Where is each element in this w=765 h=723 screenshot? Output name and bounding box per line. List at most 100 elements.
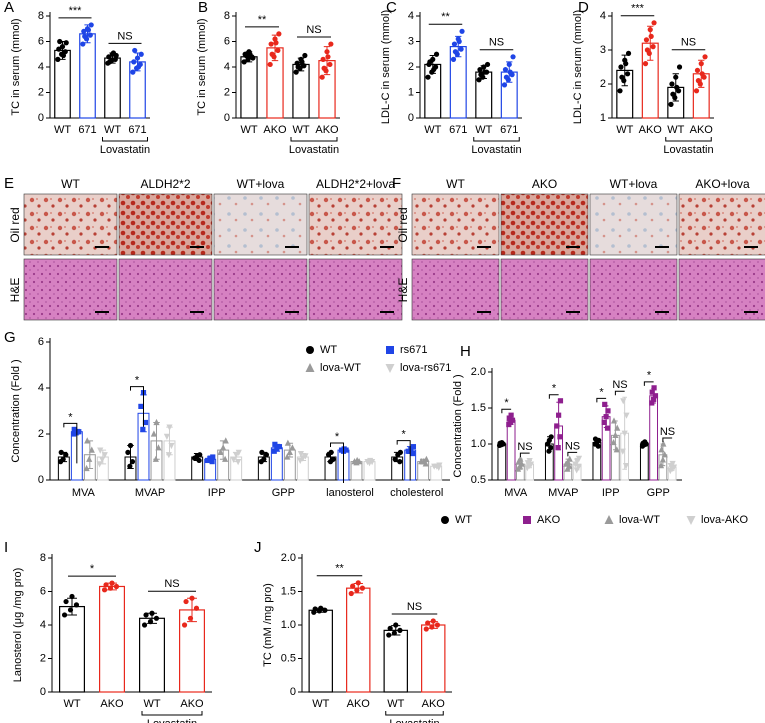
y-tick-label: 3 xyxy=(408,35,414,47)
data-point xyxy=(423,455,430,462)
significance-label: NS xyxy=(117,30,132,42)
panel-letter: G xyxy=(4,329,16,346)
data-point xyxy=(85,27,92,33)
data-point xyxy=(619,448,626,455)
data-point xyxy=(397,459,403,465)
x-tick-label: WT xyxy=(424,124,441,136)
data-point xyxy=(147,619,154,625)
data-point xyxy=(624,71,631,77)
y-tick-label: 8 xyxy=(38,10,44,22)
micrograph xyxy=(500,193,589,256)
x-tick-label: WT xyxy=(667,124,684,136)
significance-bracket xyxy=(519,452,530,458)
data-point xyxy=(451,41,458,47)
data-point xyxy=(604,425,611,431)
group-label: Lovastatin xyxy=(289,144,339,156)
data-point xyxy=(433,51,440,57)
data-point xyxy=(273,40,279,46)
data-point xyxy=(330,456,336,462)
micrograph xyxy=(23,258,118,321)
data-point xyxy=(669,81,675,87)
data-point xyxy=(651,20,657,26)
y-tick-label: 4 xyxy=(408,10,414,22)
data-point xyxy=(289,444,296,451)
x-tick-label: WT xyxy=(143,698,160,710)
significance-bracket xyxy=(501,408,512,414)
y-tick-label: 4 xyxy=(38,382,44,394)
column-label: AKO xyxy=(532,177,557,191)
y-tick-label: 1 xyxy=(408,86,414,98)
data-point xyxy=(73,602,80,608)
data-point xyxy=(107,585,114,591)
y-axis-label: Concentration (Fold ) xyxy=(10,359,22,462)
micrograph xyxy=(678,193,765,256)
data-point xyxy=(503,74,510,80)
column-label: WT xyxy=(446,177,465,191)
y-axis-label: Concentration (Fold ) xyxy=(452,374,464,477)
significance-label: NS xyxy=(407,601,422,613)
micrograph xyxy=(308,258,403,321)
micrograph xyxy=(23,193,118,256)
legend-marker xyxy=(686,516,696,525)
data-point xyxy=(425,620,431,626)
data-point xyxy=(63,40,69,46)
significance-bracket xyxy=(130,386,144,427)
data-point xyxy=(393,622,399,628)
data-point xyxy=(694,67,701,73)
data-point xyxy=(222,437,229,444)
y-tick-label: 3 xyxy=(600,44,606,56)
data-point xyxy=(58,449,64,455)
data-point xyxy=(99,456,106,463)
data-point xyxy=(650,44,656,50)
data-point xyxy=(235,449,242,456)
data-point xyxy=(293,69,299,75)
data-point xyxy=(660,440,667,447)
data-point xyxy=(222,455,229,462)
x-tick-label: 671 xyxy=(500,124,518,136)
y-tick-label: 2 xyxy=(38,86,44,98)
y-tick-label: 1.5 xyxy=(471,402,486,414)
data-point xyxy=(181,622,188,628)
data-point xyxy=(70,431,77,437)
x-tick-label: WT xyxy=(63,698,80,710)
data-point xyxy=(81,28,87,34)
group-label: Lovastatin xyxy=(389,718,439,723)
x-tick-label: AKO xyxy=(690,124,714,136)
data-point xyxy=(554,423,560,429)
data-point xyxy=(321,65,327,71)
significance-label: ** xyxy=(258,14,267,26)
data-point xyxy=(695,78,702,84)
data-point xyxy=(165,452,172,459)
y-tick-label: 0 xyxy=(38,112,44,124)
data-point xyxy=(436,462,443,469)
significance-label: ** xyxy=(441,11,450,23)
legend-label: rs671 xyxy=(400,344,428,356)
data-point xyxy=(88,446,95,453)
micrograph xyxy=(678,258,765,321)
x-tick-label: 671 xyxy=(128,124,146,136)
data-point xyxy=(183,598,189,605)
x-tick-label: WT xyxy=(104,124,121,136)
bar xyxy=(421,624,446,693)
data-point xyxy=(189,595,195,601)
significance-label: NS xyxy=(612,379,627,391)
group-label: Lovastatin xyxy=(663,144,713,156)
data-point xyxy=(132,47,138,54)
y-tick-label: 0 xyxy=(38,474,44,486)
legend-marker xyxy=(306,346,314,354)
y-tick-label: 1 xyxy=(600,112,606,124)
data-point xyxy=(125,449,131,455)
data-point xyxy=(557,434,563,440)
x-tick-label: IPP xyxy=(208,487,226,499)
column-label: ALDH2*2 xyxy=(140,177,190,191)
data-point xyxy=(302,52,308,59)
data-point xyxy=(434,622,441,628)
column-label: WT+lova xyxy=(610,177,658,191)
data-point xyxy=(328,449,334,455)
data-point xyxy=(152,455,159,462)
data-point xyxy=(661,451,668,458)
y-tick-label: 4 xyxy=(40,619,46,631)
y-axis-label: TC in serum (mmol) xyxy=(10,18,22,115)
data-point xyxy=(699,71,705,77)
